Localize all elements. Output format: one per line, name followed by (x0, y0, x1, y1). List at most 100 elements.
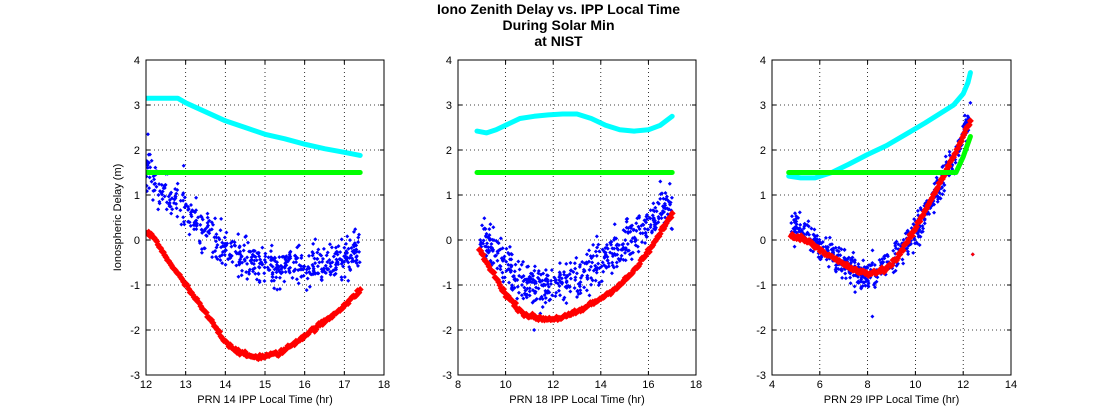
blue-data-point (524, 277, 529, 282)
blue-data-point (268, 262, 273, 267)
blue-data-point (220, 261, 225, 266)
blue-data-point (310, 262, 315, 267)
blue-data-point (893, 241, 898, 246)
blue-data-point (296, 281, 301, 286)
blue-data-point (659, 216, 664, 221)
blue-data-point (521, 279, 526, 284)
red-outlier-point (970, 252, 975, 257)
blue-data-point (346, 278, 351, 283)
y-tick-label: 3 (134, 100, 140, 112)
blue-data-point (638, 231, 643, 236)
blue-data-point (297, 263, 302, 268)
blue-data-point (870, 248, 875, 253)
blue-data-point (599, 279, 604, 284)
blue-data-point (312, 256, 317, 261)
blue-data-point (146, 165, 150, 170)
blue-data-point (354, 254, 359, 259)
blue-data-point (794, 225, 799, 230)
blue-data-point (339, 261, 344, 266)
blue-data-point (301, 264, 306, 269)
blue-data-point (497, 248, 502, 253)
blue-data-point (157, 199, 162, 204)
blue-data-point (218, 258, 223, 263)
blue-data-point (214, 254, 219, 259)
blue-data-point (181, 163, 186, 168)
blue-data-point (227, 253, 232, 258)
blue-data-point (831, 248, 836, 253)
blue-data-point (334, 265, 339, 270)
blue-data-point (188, 203, 193, 208)
blue-data-point (277, 275, 282, 280)
blue-data-point (512, 285, 517, 290)
blue-data-point (166, 194, 171, 199)
blue-data-point (356, 232, 361, 237)
y-tick-label: -3 (442, 370, 452, 382)
blue-data-point (272, 286, 277, 291)
blue-data-point (515, 296, 520, 301)
blue-data-point (922, 221, 927, 226)
blue-data-point (346, 246, 351, 251)
blue-data-point (164, 200, 169, 205)
blue-data-point (905, 228, 910, 233)
blue-data-point (627, 252, 632, 257)
blue-data-point (316, 271, 321, 276)
x-tick-label: 12 (957, 379, 969, 391)
blue-data-point (268, 249, 273, 254)
blue-data-point (947, 153, 952, 158)
blue-data-point (626, 248, 631, 253)
blue-data-point (248, 259, 253, 264)
blue-data-point (877, 258, 882, 263)
blue-data-point (806, 219, 811, 224)
blue-data-point (283, 270, 288, 275)
blue-data-point (947, 149, 952, 154)
blue-data-point (593, 249, 598, 254)
blue-data-point (818, 240, 823, 245)
blue-data-point (239, 273, 244, 278)
blue-data-point (604, 245, 609, 250)
blue-data-point (495, 266, 500, 271)
blue-data-point (639, 240, 644, 245)
blue-data-point (297, 243, 302, 248)
blue-data-point (281, 254, 286, 259)
blue-data-point (646, 227, 651, 232)
blue-data-point (614, 260, 619, 265)
y-tick-label: 1 (446, 190, 452, 202)
x-tick-label: 14 (219, 379, 231, 391)
blue-data-point (274, 275, 279, 280)
blue-data-point (588, 264, 593, 269)
blue-data-point (628, 224, 633, 229)
blue-data-point (791, 217, 796, 222)
blue-data-point (611, 265, 616, 270)
blue-data-point (163, 183, 168, 188)
blue-data-point (802, 224, 807, 229)
blue-data-point (617, 258, 622, 263)
blue-data-point (572, 261, 577, 266)
blue-data-point (327, 257, 332, 262)
blue-data-point (327, 242, 332, 247)
blue-data-point (287, 269, 292, 274)
blue-data-point (548, 281, 553, 286)
blue-data-point (620, 242, 625, 247)
blue-data-point (595, 245, 600, 250)
blue-data-point (352, 251, 357, 256)
red-data-point (966, 117, 974, 125)
blue-data-point (290, 275, 295, 280)
blue-data-point (594, 234, 599, 239)
blue-data-point (257, 280, 262, 285)
blue-data-point (497, 263, 502, 268)
blue-data-point (519, 293, 524, 298)
blue-data-point (912, 217, 917, 222)
blue-data-point (237, 244, 242, 249)
blue-data-point (524, 292, 529, 297)
blue-data-point (553, 280, 558, 285)
cyan-curve (146, 95, 363, 158)
blue-data-point (508, 269, 513, 274)
blue-data-point (567, 272, 572, 277)
blue-data-point (187, 232, 192, 237)
blue-data-point (209, 220, 214, 225)
blue-data-point (351, 229, 356, 234)
blue-data-point (357, 260, 362, 265)
blue-data-point (642, 226, 647, 231)
blue-data-point (186, 207, 191, 212)
blue-data-point (593, 263, 598, 268)
